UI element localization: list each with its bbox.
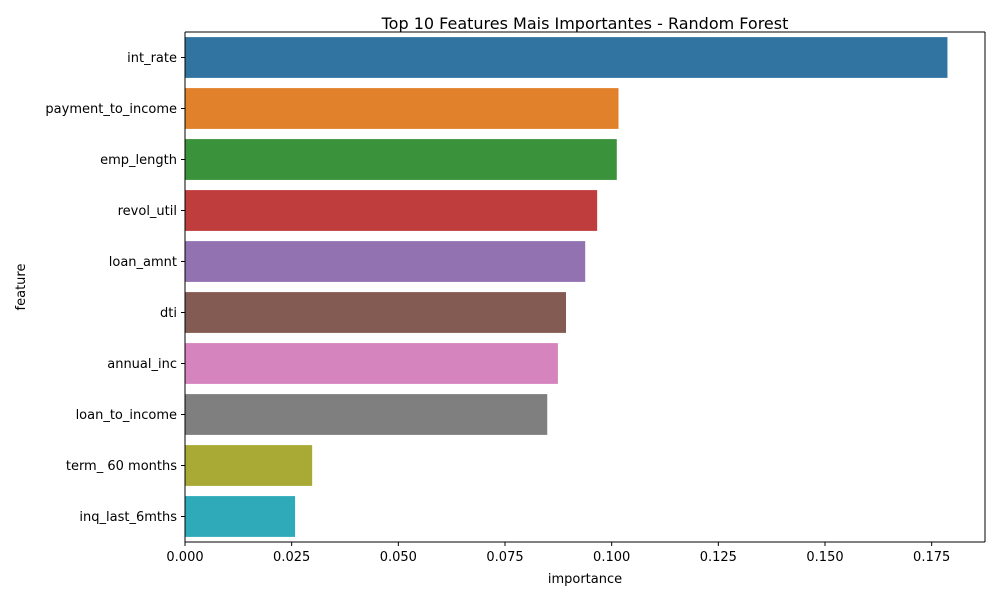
bar-dti (185, 292, 567, 333)
bar-annual-inc (185, 343, 558, 384)
bar-emp-length (185, 139, 617, 180)
y-axis-label: feature (14, 264, 29, 311)
x-tick-label: 0.000 (166, 550, 203, 565)
y-tick-label: term_ 60 months (66, 459, 177, 474)
x-axis-ticks: 0.000 0.025 0.050 0.075 0.100 0.125 0.150 0.175 (166, 542, 950, 565)
bar-int-rate (185, 37, 948, 78)
x-tick-label: 0.075 (486, 550, 523, 565)
x-tick-label: 0.100 (593, 550, 630, 565)
y-axis-ticks: int_rate payment_to_income emp_lengthrevol… (45, 51, 185, 525)
y-tick-label: loan_amnt (109, 255, 177, 270)
x-axis-label: importance (548, 572, 622, 587)
y-tick-label: annual_inc (107, 357, 177, 372)
y-tick-label: emp_length (100, 153, 177, 168)
bar-term-60-months (185, 445, 313, 486)
x-tick-label: 0.125 (700, 550, 737, 565)
bar-payment-to-income (185, 88, 619, 129)
bar-inq-last-6mths (185, 496, 296, 537)
chart-title: Top 10 Features Mais Importantes - Rando… (381, 14, 789, 33)
x-tick-label: 0.175 (913, 550, 950, 565)
y-tick-label: payment_to_income (45, 102, 177, 117)
bar-loan-amnt (185, 241, 586, 282)
y-tick-label: inq_last_6mths (79, 510, 177, 525)
bars-group (185, 37, 948, 537)
y-tick-label: int_rate (127, 51, 177, 66)
bar-revol-util (185, 190, 598, 231)
y-tick-label: revol_util (118, 204, 177, 219)
y-tick-label: dti (160, 306, 177, 321)
x-tick-label: 0.150 (806, 550, 843, 565)
y-tick-label: loan_to_income (76, 408, 177, 423)
bar-loan-to-income (185, 394, 548, 435)
x-tick-label: 0.050 (380, 550, 417, 565)
x-tick-label: 0.025 (273, 550, 310, 565)
